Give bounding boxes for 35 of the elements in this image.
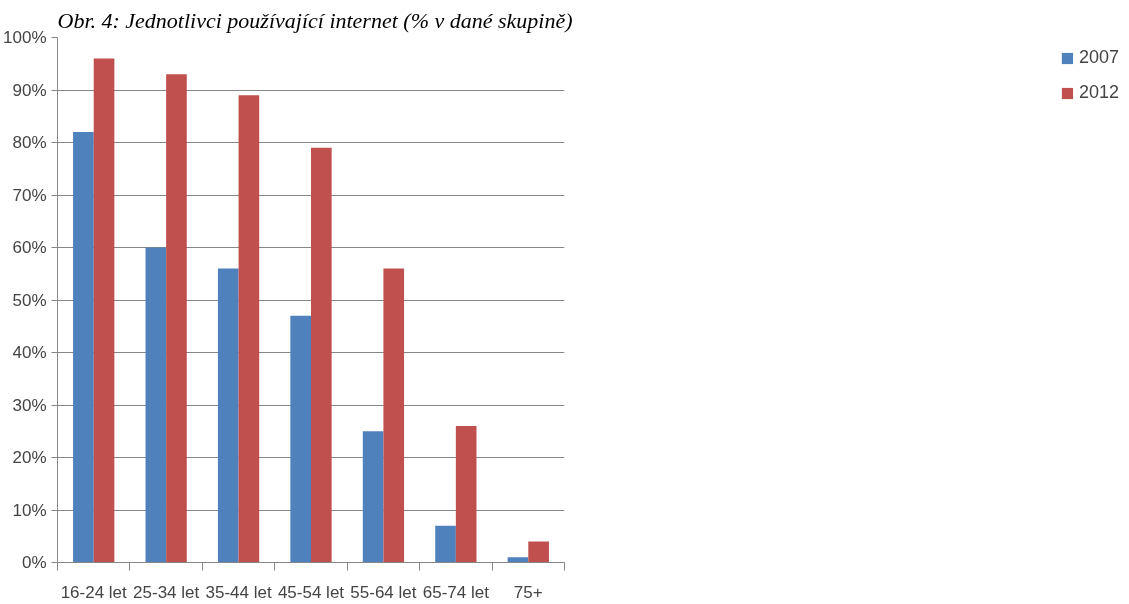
y-tick-label: 70%: [12, 185, 47, 205]
bar: [383, 268, 405, 563]
y-tick-label: 20%: [12, 448, 47, 467]
y-tick-label: 40%: [12, 343, 47, 362]
y-tick-label: 0%: [21, 553, 47, 572]
x-tick-label: 55-64 let: [350, 582, 417, 602]
bar: [217, 268, 239, 563]
bar: [455, 426, 477, 563]
y-tick-label: 60%: [12, 238, 47, 257]
x-tick-label: 75+: [513, 582, 543, 602]
y-tick-label: 50%: [12, 290, 47, 310]
bar: [166, 74, 187, 563]
bar: [528, 541, 549, 563]
bar: [93, 58, 115, 563]
legend-label: 2012: [1078, 82, 1119, 103]
bar: [145, 247, 167, 563]
x-tick-label: 16-24 let: [60, 582, 128, 602]
y-tick-label: 30%: [12, 395, 47, 415]
x-tick-label: 65-74 let: [422, 582, 490, 602]
y-tick-label: 80%: [12, 133, 47, 152]
x-tick-label: 45-54 let: [277, 582, 345, 602]
y-tick-label: 90%: [12, 80, 47, 100]
x-tick-label: 35-44 let: [205, 582, 272, 602]
y-tick-label: 100%: [3, 28, 47, 47]
bar: [290, 315, 311, 563]
bar: [311, 147, 332, 563]
bar: [238, 95, 260, 563]
bar: [362, 431, 384, 563]
bar: [435, 525, 456, 563]
x-tick-label: 25-34 let: [133, 582, 200, 602]
bar: [507, 557, 529, 563]
bar: [73, 132, 94, 563]
legend-label: 2007: [1078, 47, 1119, 68]
chart-title: Obr. 4: Jednotlivci používající internet (% v dané skupině): [57, 7, 573, 33]
y-tick-label: 10%: [12, 500, 47, 520]
